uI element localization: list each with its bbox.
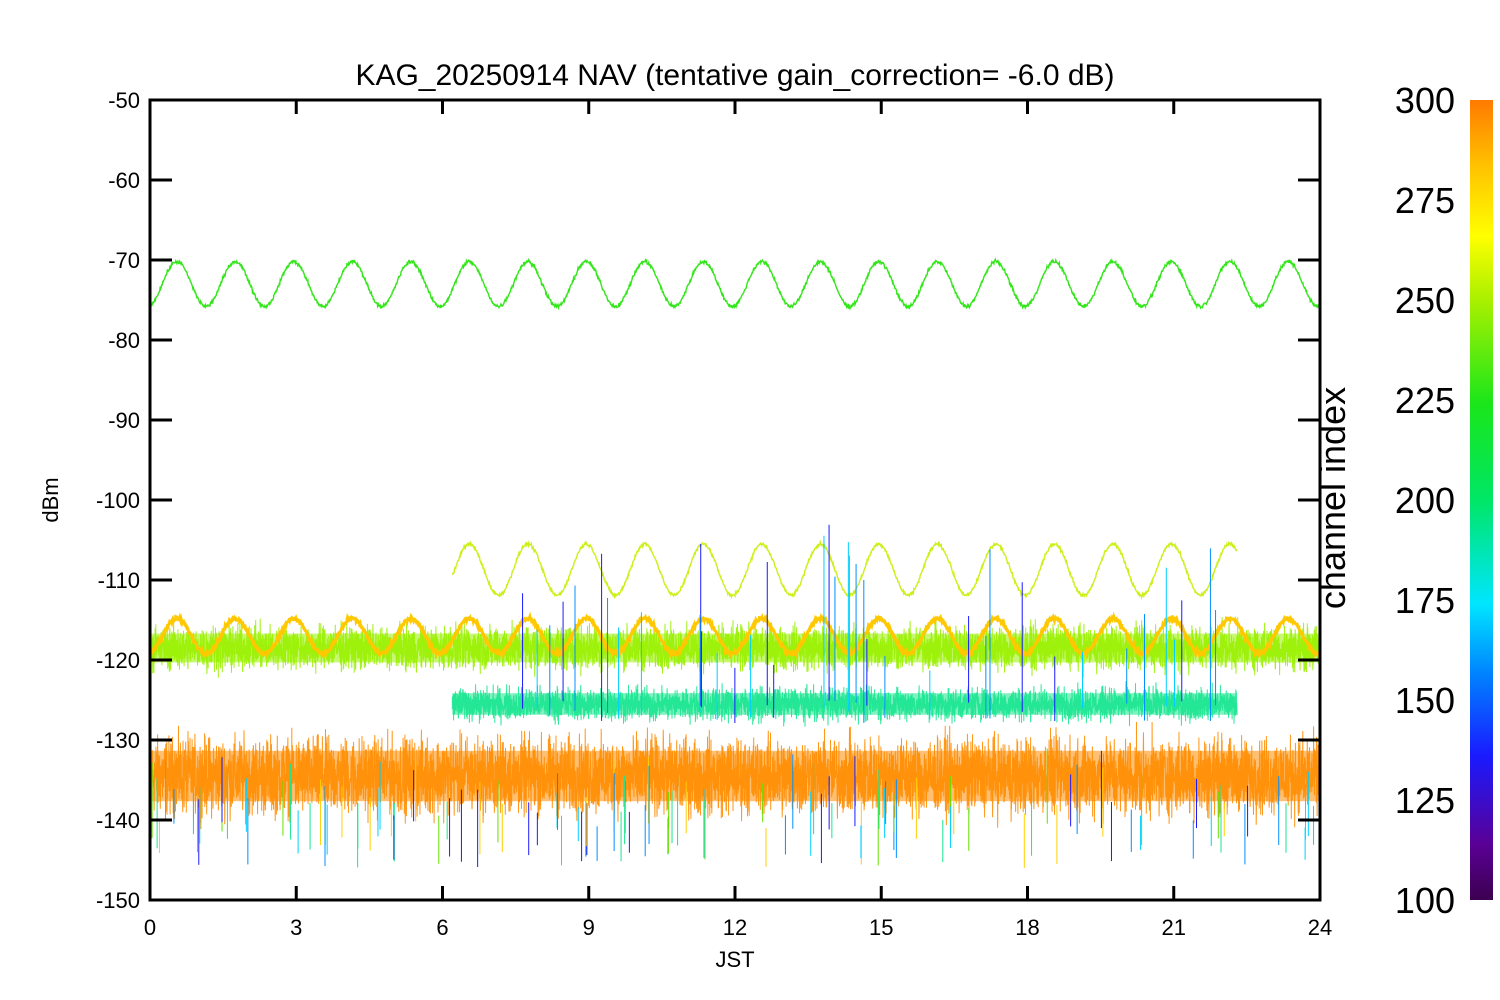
spike-traces — [151, 524, 1315, 868]
y-tick-label: -120 — [96, 648, 140, 673]
colorbar-tick-label: 300 — [1395, 80, 1455, 121]
colorbar-tick-label: 200 — [1395, 480, 1455, 521]
colorbar-label: channel index — [1312, 387, 1353, 609]
series-205 — [451, 681, 1238, 727]
series-line — [150, 257, 1320, 311]
x-tick-label: 18 — [1015, 915, 1039, 940]
x-tick-label: 6 — [436, 915, 448, 940]
y-tick-label: -50 — [108, 88, 140, 113]
colorbar-tick-label: 225 — [1395, 380, 1455, 421]
series-band — [150, 750, 1320, 802]
x-tick-label: 15 — [869, 915, 893, 940]
y-tick-label: -140 — [96, 808, 140, 833]
x-tick-label: 9 — [583, 915, 595, 940]
colorbar-tick-label: 175 — [1395, 580, 1455, 621]
series-240 — [150, 257, 1320, 311]
data-layer — [150, 257, 1320, 868]
chart-title: KAG_20250914 NAV (tentative gain_correct… — [355, 59, 1114, 92]
y-tick-label: -60 — [108, 168, 140, 193]
y-axis-label: dBm — [38, 477, 63, 522]
y-tick-label: -130 — [96, 728, 140, 753]
x-tick-label: 3 — [290, 915, 302, 940]
series-line — [150, 611, 1320, 661]
series-line — [451, 539, 1238, 600]
x-tick-label: 12 — [723, 915, 747, 940]
colorbar-tick-label: 250 — [1395, 280, 1455, 321]
x-axis: 0 3 6 9 12 15 18 21 24 — [144, 100, 1332, 940]
x-axis-label: JST — [715, 947, 754, 972]
y-tick-label: -100 — [96, 488, 140, 513]
colorbar-ticks: 100 125 150 175 200 225 250 275 300 — [1395, 80, 1455, 921]
y-tick-label: -150 — [96, 888, 140, 913]
x-tick-label: 0 — [144, 915, 156, 940]
colorbar-tick-label: 275 — [1395, 180, 1455, 221]
y-tick-label: -70 — [108, 248, 140, 273]
series-band — [452, 693, 1238, 715]
y-axis: -50 -60 -70 -80 -90 -100 -110 -120 -130 -140 -150 — [96, 88, 1320, 913]
x-tick-label: 21 — [1162, 915, 1186, 940]
series-295 — [150, 721, 1320, 830]
colorbar-tick-label: 150 — [1395, 680, 1455, 721]
colorbar-tick-label: 100 — [1395, 880, 1455, 921]
y-tick-label: -90 — [108, 408, 140, 433]
colorbar-tick-label: 125 — [1395, 780, 1455, 821]
series-270 — [451, 539, 1238, 600]
colorbar — [1470, 100, 1493, 900]
series-285 — [150, 611, 1320, 661]
y-tick-label: -80 — [108, 328, 140, 353]
y-tick-label: -110 — [98, 568, 140, 593]
series-262 — [150, 617, 1320, 678]
x-tick-label: 24 — [1308, 915, 1332, 940]
